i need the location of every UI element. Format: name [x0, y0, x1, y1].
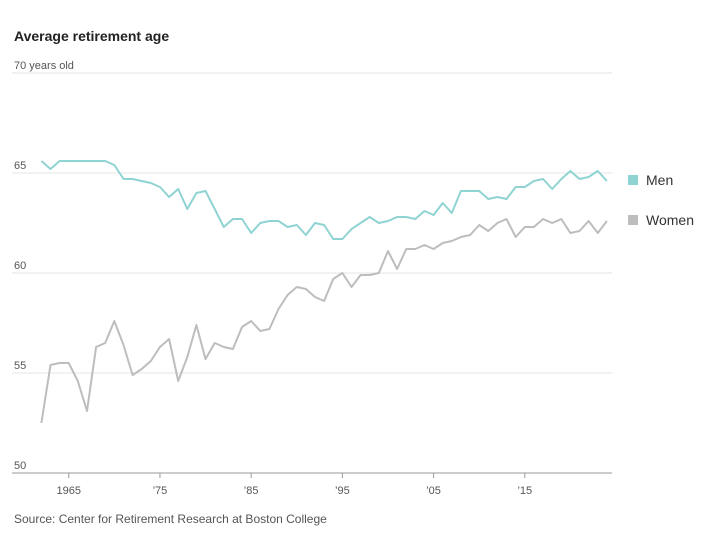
- legend-swatch: [628, 175, 638, 185]
- y-tick-label: 55: [14, 360, 26, 372]
- y-tick-label: 65: [14, 160, 26, 172]
- chart-title: Average retirement age: [14, 28, 169, 44]
- line-series: [40, 218, 608, 424]
- legend-label: Men: [646, 172, 673, 188]
- x-tick-label: ’85: [244, 485, 259, 497]
- x-tick-label: ’05: [426, 485, 441, 497]
- y-tick-label: 50: [14, 460, 26, 472]
- legend-swatch: [628, 215, 638, 225]
- x-tick-label: ’95: [335, 485, 350, 497]
- x-tick-label: ’75: [153, 485, 168, 497]
- y-tick-label: 70 years old: [14, 60, 74, 72]
- x-tick-label: 1965: [56, 485, 80, 497]
- legend-label: Women: [646, 212, 694, 228]
- y-tick-label: 60: [14, 260, 26, 272]
- line-series: [40, 160, 608, 240]
- x-tick-label: ’15: [517, 485, 532, 497]
- source-note: Source: Center for Retirement Research a…: [14, 512, 327, 526]
